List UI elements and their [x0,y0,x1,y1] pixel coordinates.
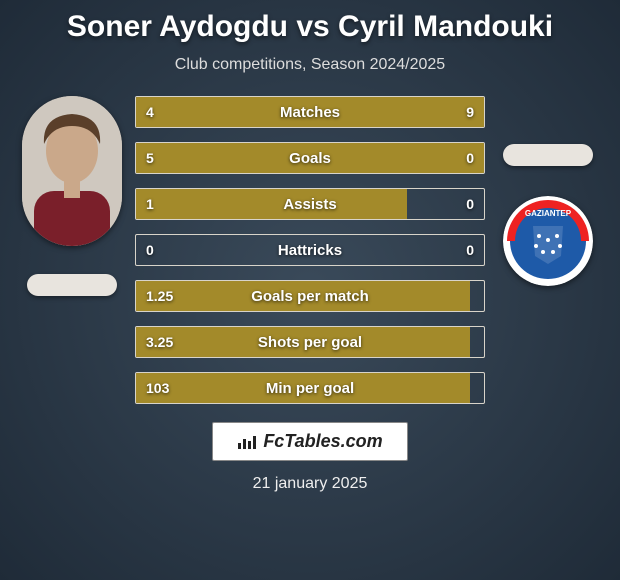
stat-label: Hattricks [136,242,484,259]
stat-value-left: 1 [146,196,154,212]
stat-value-right: 9 [466,104,474,120]
page-title: Soner Aydogdu vs Cyril Mandouki [67,10,553,44]
stat-value-left: 3.25 [146,334,173,350]
stat-row: Matches49 [135,96,485,128]
stat-bar-right [244,97,484,127]
stat-row: Assists10 [135,188,485,220]
stat-row: Hattricks0 0 [135,234,485,266]
player-right-team-pill [503,144,593,166]
stat-row: Min per goal103 [135,372,485,404]
main-row: Matches49Goals50Assists10Hattricks00Goal… [0,96,620,404]
player-right-column: GAZIANTEP [493,96,603,286]
stat-bar-left [136,189,407,219]
svg-text:GAZIANTEP: GAZIANTEP [525,209,572,218]
person-icon [22,96,122,246]
subtitle: Club competitions, Season 2024/2025 [175,56,445,74]
player-left-team-pill [27,274,117,296]
brand-text: FcTables.com [263,431,382,452]
stat-row: Goals50 [135,142,485,174]
date-text: 21 january 2025 [253,475,368,493]
player-left-column [17,96,127,296]
stat-value-left: 0 [146,242,154,258]
player-right-club-badge: GAZIANTEP [503,196,593,286]
stat-bar-left [136,327,470,357]
brand-logo: FcTables.com [212,422,407,461]
stat-value-left: 103 [146,380,169,396]
stats-panel: Matches49Goals50Assists10Hattricks00Goal… [135,96,485,404]
stat-bar-left [136,281,470,311]
comparison-card: Soner Aydogdu vs Cyril Mandouki Club com… [0,0,620,493]
stat-bar-left [136,143,484,173]
player-left-avatar [22,96,122,246]
stat-value-left: 4 [146,104,154,120]
stat-bar-left [136,373,470,403]
stat-value-right: 0 [466,196,474,212]
stat-value-left: 1.25 [146,288,173,304]
stat-value-right: 0 [466,242,474,258]
stat-value-right: 0 [466,150,474,166]
bar-chart-icon [237,434,257,450]
stat-value-left: 5 [146,150,154,166]
stat-row: Shots per goal3.25 [135,326,485,358]
footer: FcTables.com 21 january 2025 [212,422,407,493]
stat-row: Goals per match1.25 [135,280,485,312]
